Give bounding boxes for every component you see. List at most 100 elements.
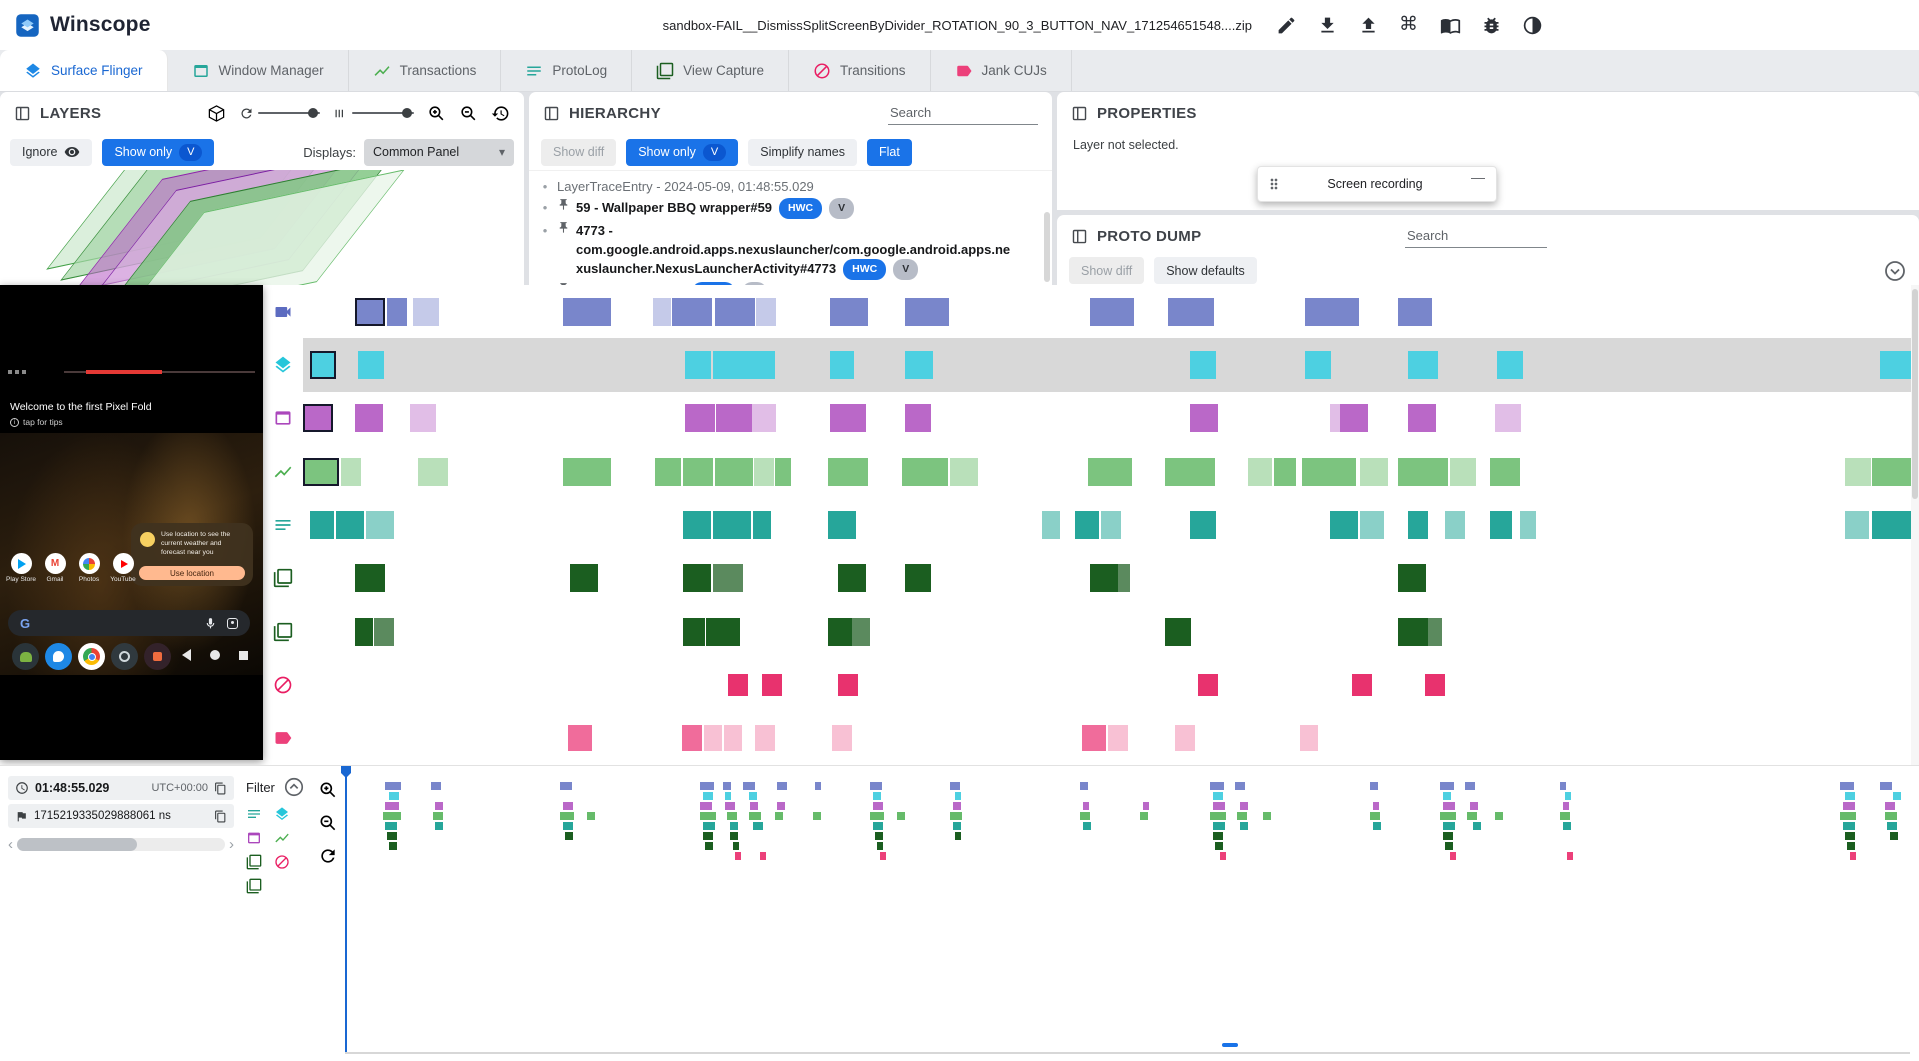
trace-entry[interactable] (1198, 673, 1218, 696)
show-defaults-button[interactable]: Show defaults (1154, 257, 1257, 284)
trace-entry[interactable] (905, 297, 949, 326)
mic-icon[interactable] (204, 617, 217, 630)
minimap-zoom-thumb[interactable] (1222, 1043, 1238, 1047)
trace-entry[interactable] (754, 457, 774, 486)
trace-entry[interactable] (1497, 350, 1523, 379)
trace-entry[interactable] (706, 617, 740, 646)
filter-collapse-button[interactable] (283, 776, 305, 798)
trace-entry[interactable] (374, 617, 394, 646)
back-button[interactable] (182, 649, 191, 661)
timeline-track-window-manager[interactable] (303, 392, 1919, 445)
home-button[interactable] (210, 650, 220, 660)
timeline-track-view-capture-1[interactable] (303, 552, 1919, 605)
google-search-bar[interactable]: G (8, 610, 250, 636)
trace-entry[interactable] (1398, 617, 1428, 646)
trace-entry[interactable] (1428, 617, 1442, 646)
trace-entry[interactable] (905, 564, 931, 593)
trace-entry[interactable] (1340, 404, 1368, 433)
squares-filter-icon[interactable] (246, 854, 262, 870)
trace-entry[interactable] (683, 564, 711, 593)
trace-entry[interactable] (1495, 404, 1521, 433)
3d-view-icon[interactable] (207, 104, 226, 123)
trace-entry[interactable] (724, 725, 742, 752)
trace-entry[interactable] (756, 297, 776, 326)
trace-entry[interactable] (355, 404, 383, 433)
trace-entry[interactable] (1118, 564, 1130, 593)
edit-file-button[interactable] (1276, 15, 1297, 36)
trace-entry[interactable] (1090, 297, 1134, 326)
trace-entry[interactable] (1168, 297, 1214, 326)
trace-entry[interactable] (1300, 725, 1318, 752)
trace-entry[interactable] (1190, 350, 1216, 379)
hierarchy-node[interactable]: • 59 - Wallpaper BBQ wrapper#59 HWC V (539, 197, 1046, 220)
trace-entry[interactable] (1408, 404, 1436, 433)
timeline-scrollbar-thumb[interactable] (1912, 289, 1918, 499)
trace-entry[interactable] (366, 510, 394, 539)
trace-entry[interactable] (1490, 457, 1520, 486)
copy-time-button[interactable] (214, 782, 227, 795)
trace-entry[interactable] (1398, 564, 1426, 593)
hierarchy-scrollbar[interactable] (1044, 212, 1050, 282)
trace-entry[interactable] (1190, 404, 1218, 433)
trace-entry[interactable] (838, 673, 858, 696)
tab-transactions[interactable]: Transactions (349, 50, 502, 91)
trace-entry[interactable] (413, 297, 439, 326)
displays-dropdown[interactable]: Common Panel ▾ (364, 138, 514, 166)
screen-recording-titlebar[interactable]: Screen recording — (1257, 166, 1497, 202)
notification-card[interactable]: Use location to see the current weather … (131, 523, 253, 586)
trace-entry[interactable] (1360, 510, 1384, 539)
trace-entry[interactable] (1248, 457, 1272, 486)
trace-entry[interactable] (1845, 510, 1869, 539)
messages-app-icon[interactable] (45, 643, 72, 670)
simplify-names-button[interactable]: Simplify names (748, 138, 857, 166)
trace-entry[interactable] (1330, 510, 1358, 539)
recents-button[interactable] (239, 650, 248, 660)
trace-entry[interactable] (358, 350, 384, 379)
trace-entry[interactable] (753, 510, 771, 539)
shortcuts-button[interactable]: ⌘ (1399, 13, 1418, 35)
trace-entry[interactable] (1305, 350, 1331, 379)
trace-entry[interactable] (336, 510, 364, 539)
trace-entry[interactable] (1274, 457, 1296, 486)
hierarchy-node[interactable]: •78 - StatusBar#78HWCV (539, 281, 1046, 285)
zoom-out-icon[interactable] (318, 813, 338, 833)
zoom-reset-icon[interactable] (318, 846, 338, 866)
timeline-h-scrollbar[interactable]: ‹ › (8, 836, 234, 852)
trace-entry[interactable] (752, 404, 776, 433)
trace-entry[interactable] (1101, 510, 1121, 539)
trace-entry[interactable] (355, 617, 373, 646)
cursor-handle[interactable] (341, 766, 351, 778)
trace-entry[interactable] (355, 297, 385, 326)
trace-entry[interactable] (830, 350, 854, 379)
zoom-in-icon[interactable] (427, 104, 446, 123)
trace-entry[interactable] (563, 457, 611, 486)
dark-mode-toggle[interactable] (1522, 15, 1543, 36)
timeline-track-surface-flinger[interactable] (303, 338, 1919, 392)
show-only-v-button[interactable]: Show only V (626, 138, 739, 166)
trace-entry[interactable] (830, 297, 868, 326)
chart-filter-icon[interactable] (274, 830, 290, 846)
timeline-track-screen-recording[interactable] (303, 285, 1919, 338)
hierarchy-search-input[interactable] (888, 101, 1038, 125)
trace-entry[interactable] (1445, 510, 1465, 539)
timeline-scrollbar[interactable] (1911, 285, 1919, 765)
trace-entry[interactable] (832, 725, 852, 752)
layers-filter-icon[interactable] (274, 806, 290, 822)
trace-entry[interactable] (341, 457, 361, 486)
documentation-button[interactable] (1440, 15, 1461, 36)
trace-entry[interactable] (1165, 617, 1191, 646)
trace-entry[interactable] (905, 350, 933, 379)
trace-entry[interactable] (355, 564, 385, 593)
reset-view-icon[interactable] (491, 104, 510, 123)
trace-entry[interactable] (303, 404, 333, 433)
trace-entry[interactable] (685, 350, 711, 379)
timeline-track-view-capture-2[interactable] (303, 605, 1919, 658)
trace-entry[interactable] (653, 297, 671, 326)
hierarchy-node[interactable]: • 4773 - com.google.android.apps.nexuslau… (539, 220, 1046, 281)
app-play[interactable]: Play Store (6, 553, 36, 583)
collapse-panel-button[interactable] (1883, 259, 1907, 283)
trace-entry[interactable] (828, 510, 856, 539)
scroll-left-icon[interactable]: ‹ (8, 835, 13, 853)
trace-entry[interactable] (1302, 457, 1356, 486)
trace-entry[interactable] (1408, 510, 1428, 539)
